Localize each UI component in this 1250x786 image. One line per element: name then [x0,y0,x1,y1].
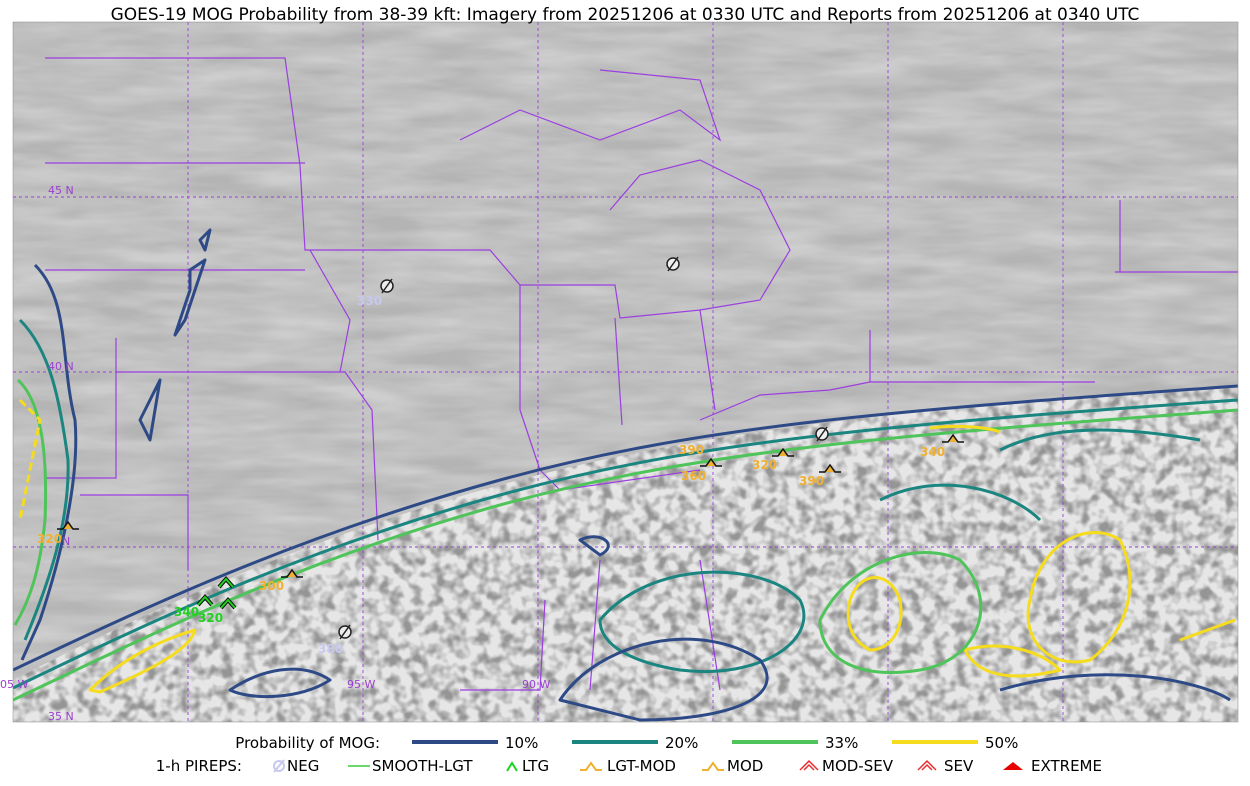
ltg-icon [220,598,236,609]
mod-icon [57,520,79,530]
mod-icon [942,433,964,443]
pirep-altitude: 340 [920,445,945,459]
latitude-label: 45 N [48,184,74,197]
pirep-altitude: 360 [681,469,706,483]
legend-icon [506,761,518,772]
legend-label: SMOOTH-LGT [372,757,473,775]
probability-contours [13,228,1238,722]
pirep-altitude: 320 [752,458,777,472]
mod-icon [819,463,841,473]
legend-label: 10% [505,734,538,752]
legend-icon [273,759,285,773]
state-borders [45,57,1238,691]
map [13,22,1238,722]
longitude-label: 95 W [347,678,375,691]
ltg-icon [218,577,234,588]
pirep-altitude: 330 [357,294,382,308]
pirep-altitude: 320 [37,532,62,546]
legend-icon [917,759,937,771]
latitude-label: 40 N [48,360,74,373]
mod-icon [700,457,722,467]
legend-label: 20% [665,734,698,752]
neg-icon [816,426,828,442]
legend-icon [799,759,819,771]
legend-label: 33% [825,734,858,752]
latitude-label: 35 N [48,710,74,723]
title: GOES-19 MOG Probability from 38-39 kft: … [111,5,1140,25]
pirep-altitude: 320 [198,611,223,625]
longitude-label: 05 W [0,678,28,691]
legend-icon [1003,762,1023,770]
neg-icon [667,256,679,272]
map-frame [12,21,1239,723]
pirep-altitude: 390 [799,474,824,488]
pirep-altitude: 390 [679,443,704,457]
legend-label: LTG [522,757,549,775]
neg-icon [381,278,393,294]
legend-label: SEV [944,757,974,775]
legend-label: LGT-MOD [607,757,676,775]
legend-icon [702,761,724,771]
legend-label: NEG [287,757,319,775]
legend-label: 50% [985,734,1018,752]
legend-label: MOD-SEV [822,757,894,775]
pirep-altitude: 380 [318,642,343,656]
legend-label: MOD [727,757,763,775]
legend-title: 1-h PIREPS: [156,757,242,775]
legend: Probability of MOG: 10% 20% 33% 50% 1-h PIREP… [156,734,1102,775]
mod-icon [772,447,794,457]
mod-icon [281,568,303,578]
legend-title: Probability of MOG: [235,734,380,752]
ltg-icon [197,595,213,606]
latitude-label: N [62,535,70,548]
longitude-label: 90 W [522,678,550,691]
legend-label: EXTREME [1031,757,1102,775]
lat-lon-grid [13,22,1238,722]
legend-icon [273,760,285,772]
pirep-altitude: 300 [259,579,284,593]
neg-icon [339,624,351,640]
pirep-altitude: 340 [174,605,199,619]
legend-icon [580,761,602,771]
